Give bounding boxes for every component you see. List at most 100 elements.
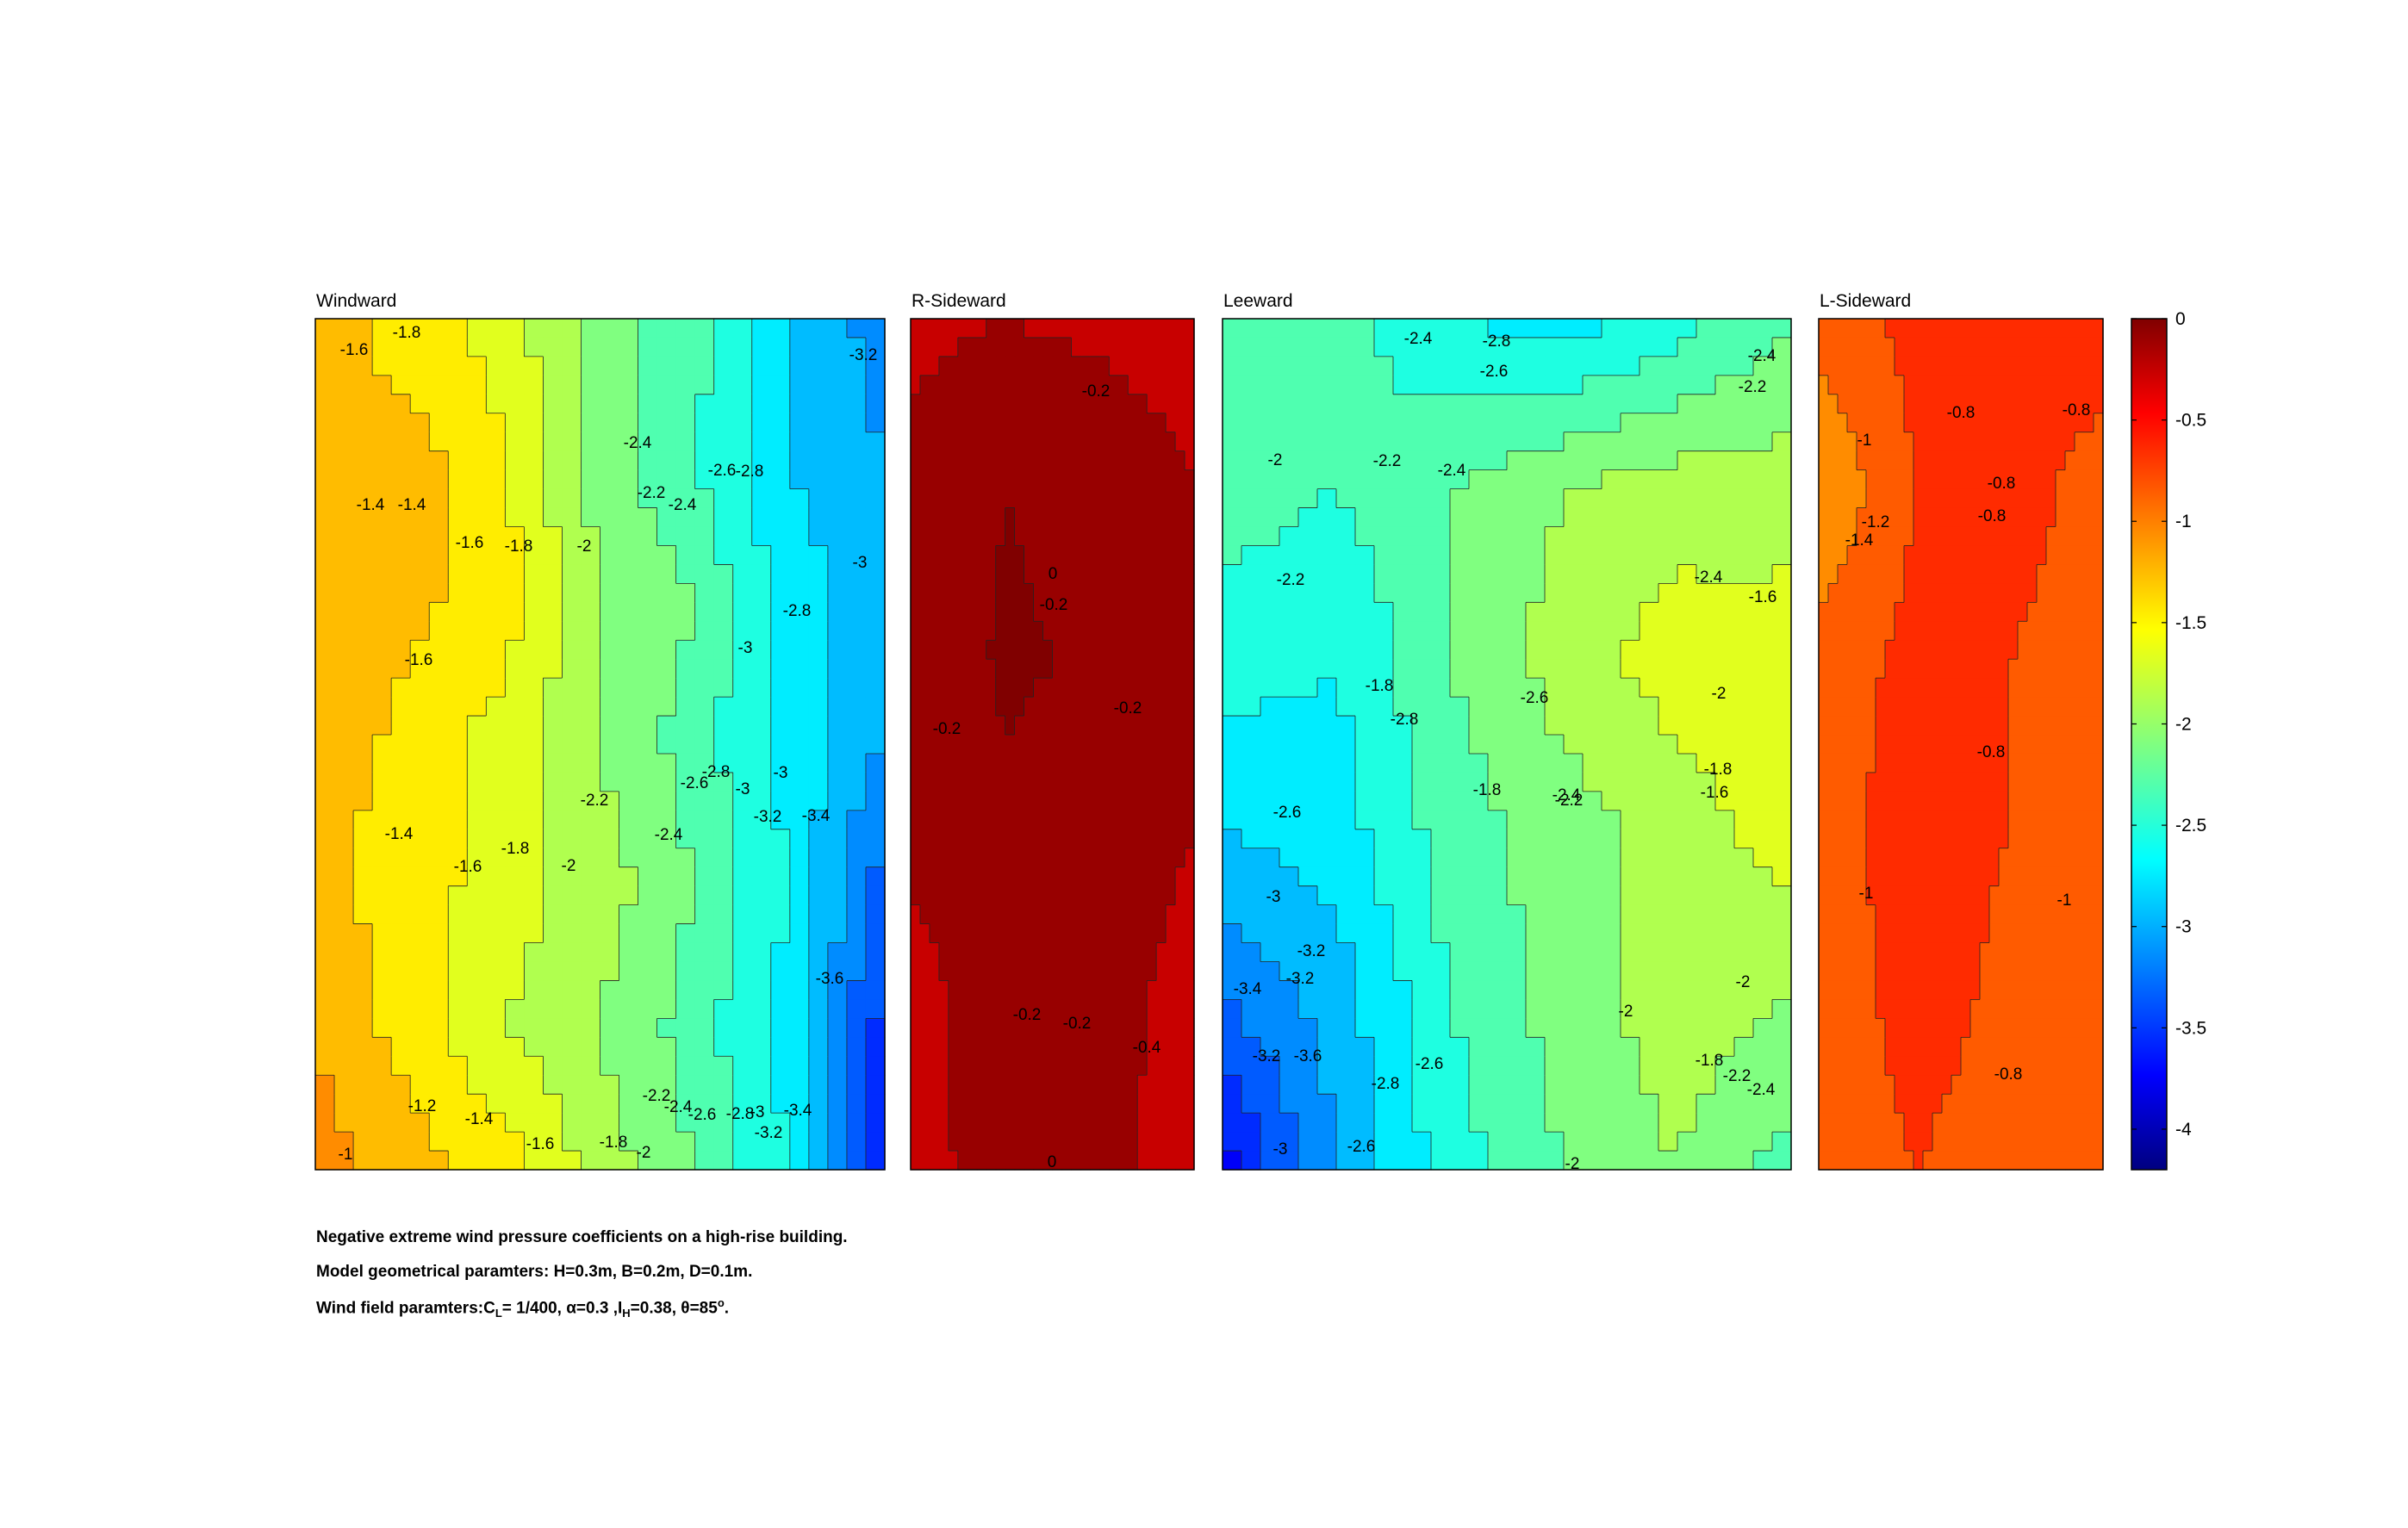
- contour-cell: [1099, 507, 1110, 528]
- contour-cell: [448, 716, 468, 736]
- contour-cell: [1128, 772, 1138, 792]
- contour-cell: [1734, 942, 1754, 963]
- contour-cell: [1279, 621, 1299, 641]
- contour-cell: [1507, 1113, 1527, 1133]
- contour-cell: [1640, 678, 1659, 698]
- contour-cell: [638, 659, 658, 679]
- contour-cell: [1042, 375, 1054, 395]
- contour-cell: [562, 678, 582, 698]
- contour-cell: [1412, 602, 1432, 622]
- contour-cell: [1156, 621, 1167, 641]
- contour-cell: [865, 716, 886, 736]
- contour-cell: [1071, 659, 1081, 679]
- contour-cell: [543, 488, 563, 509]
- contour-cell: [1640, 564, 1659, 584]
- contour-cell: [505, 488, 525, 509]
- contour-cell: [1450, 923, 1470, 944]
- contour-cell: [1393, 1056, 1413, 1076]
- contour-cell: [1336, 961, 1356, 982]
- contour-cell: [1298, 1113, 1318, 1133]
- contour-cell: [1658, 394, 1678, 414]
- contour-cell: [1080, 791, 1091, 811]
- contour-cell: [1640, 1075, 1659, 1095]
- contour-cell: [619, 904, 639, 925]
- contour-cell: [1175, 942, 1185, 963]
- contour-cell: [1090, 942, 1100, 963]
- contour-cell: [543, 1056, 563, 1076]
- contour-cell: [1545, 791, 1565, 811]
- contour-cell: [524, 904, 544, 925]
- contour-cell: [410, 337, 430, 357]
- contour-cell: [1640, 961, 1659, 982]
- contour-cell: [789, 469, 810, 490]
- contour-cell: [1099, 394, 1110, 414]
- contour-cell: [1583, 1132, 1602, 1152]
- contour-cell: [1583, 753, 1602, 773]
- contour-cell: [1602, 678, 1621, 698]
- contour-cell: [948, 1056, 959, 1076]
- contour-cell: [919, 1056, 930, 1076]
- contour-cell: [1156, 716, 1167, 736]
- contour-cell: [334, 885, 354, 906]
- contour-cell: [827, 450, 848, 471]
- contour-cell: [1024, 621, 1035, 641]
- contour-cell: [1317, 735, 1337, 755]
- contour-cell: [562, 1037, 582, 1057]
- contour-cell: [429, 716, 449, 736]
- contour-cell: [732, 678, 753, 698]
- contour-cell: [562, 923, 582, 944]
- contour-cell: [486, 640, 506, 660]
- contour-cell: [1753, 904, 1773, 925]
- contour-cell: [524, 602, 544, 622]
- contour-cell: [448, 319, 468, 339]
- contour-cell: [732, 848, 753, 868]
- contour-cell: [467, 1075, 487, 1095]
- contour-cell: [948, 319, 959, 339]
- contour-label: -0.2: [1013, 1006, 1042, 1024]
- contour-cell: [1677, 545, 1697, 566]
- contour-cell: [656, 942, 677, 963]
- contour-cell: [1734, 583, 1754, 603]
- contour-cell: [1014, 829, 1025, 849]
- contour-cell: [1488, 829, 1508, 849]
- contour-cell: [1715, 602, 1735, 622]
- contour-cell: [789, 829, 810, 849]
- contour-cell: [808, 564, 829, 584]
- contour-cell: [1336, 942, 1356, 963]
- contour-cell: [1526, 923, 1546, 944]
- contour-cell: [600, 337, 620, 357]
- contour-cell: [675, 1132, 696, 1152]
- contour-cell: [1753, 356, 1773, 376]
- contour-cell: [1147, 450, 1157, 471]
- contour-cell: [808, 659, 829, 679]
- contour-cell: [1109, 337, 1119, 357]
- contour-cell: [1564, 885, 1584, 906]
- contour-cell: [732, 375, 753, 395]
- contour-cell: [1450, 678, 1470, 698]
- contour-cell: [1052, 961, 1063, 982]
- contour-cell: [505, 337, 525, 357]
- contour-cell: [1753, 735, 1773, 755]
- contour-cell: [1118, 942, 1129, 963]
- contour-cell: [1099, 904, 1110, 925]
- contour-cell: [1052, 980, 1063, 1000]
- contour-cell: [1156, 697, 1167, 717]
- contour-cell: [1147, 1037, 1157, 1057]
- contour-cell: [1393, 848, 1413, 868]
- contour-cell: [1317, 394, 1337, 414]
- contour-cell: [986, 735, 997, 755]
- contour-cell: [619, 1132, 639, 1152]
- contour-cell: [732, 885, 753, 906]
- contour-cell: [334, 659, 354, 679]
- contour-cell: [1772, 319, 1792, 339]
- contour-cell: [929, 659, 940, 679]
- contour-cell: [751, 507, 772, 528]
- contour-cell: [1772, 885, 1792, 906]
- contour-cell: [1545, 1018, 1565, 1038]
- contour-cell: [967, 450, 978, 471]
- contour-cell: [505, 716, 525, 736]
- contour-cell: [1014, 885, 1025, 906]
- contour-cell: [770, 659, 791, 679]
- contour-cell: [1621, 1018, 1640, 1038]
- contour-cell: [1005, 602, 1016, 622]
